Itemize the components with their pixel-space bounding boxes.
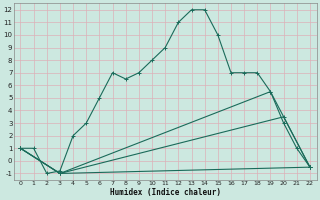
X-axis label: Humidex (Indice chaleur): Humidex (Indice chaleur) (110, 188, 221, 197)
